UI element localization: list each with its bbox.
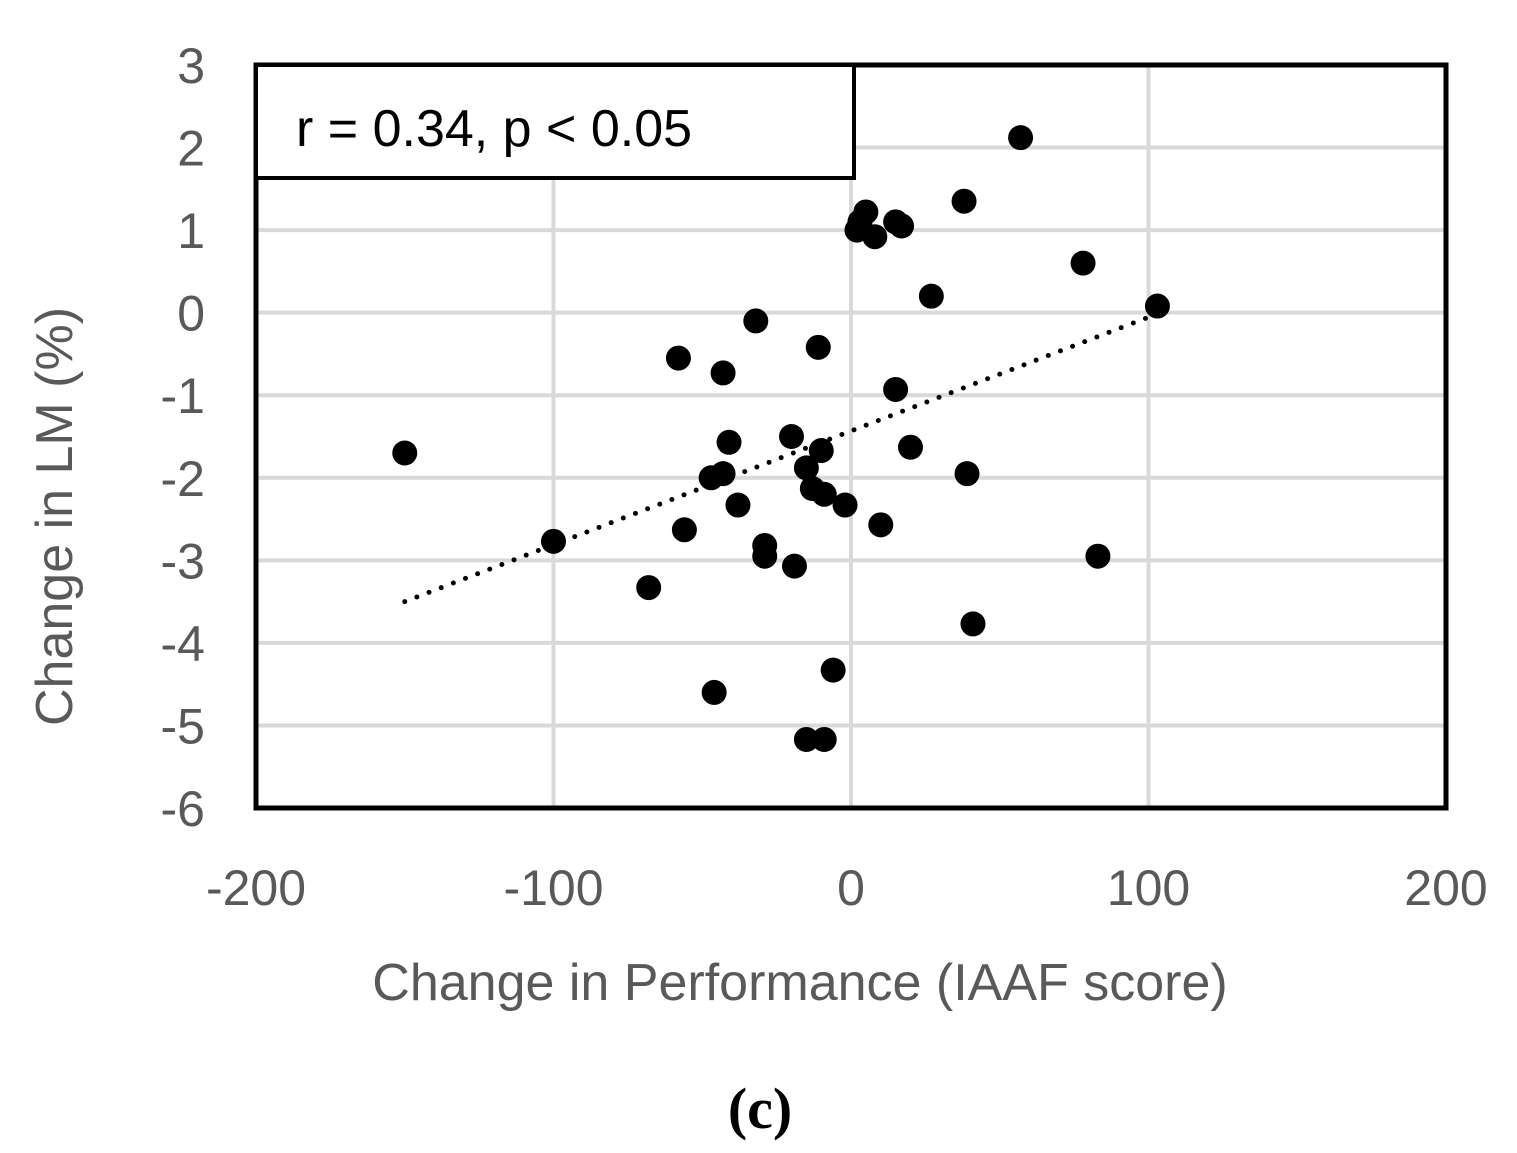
data-point	[743, 308, 769, 334]
y-tick-label: 0	[177, 286, 205, 342]
data-point	[392, 440, 418, 466]
data-point	[862, 224, 888, 250]
panel-label: (c)	[728, 1076, 792, 1141]
data-points	[392, 125, 1170, 752]
data-point	[954, 461, 980, 487]
data-point	[636, 575, 662, 601]
data-point	[1085, 543, 1111, 569]
y-tick-label: -3	[161, 533, 205, 589]
data-point	[752, 543, 778, 569]
data-point	[883, 376, 909, 402]
data-point	[701, 679, 727, 705]
trendline	[402, 310, 1163, 605]
data-point	[793, 726, 819, 752]
data-point	[811, 481, 837, 507]
data-point	[710, 461, 736, 487]
data-point	[1070, 250, 1096, 276]
data-point	[779, 424, 804, 449]
x-tick-labels: -200 -100 0 100 200	[206, 860, 1488, 916]
data-point	[1144, 293, 1170, 319]
annotation-box: r = 0.34, p < 0.05	[254, 63, 856, 180]
data-point	[725, 492, 751, 518]
y-tick-labels: 3 2 1 0 -1 -2 -3 -4 -5 -6	[161, 38, 205, 837]
data-point	[671, 517, 697, 543]
x-axis-title: Change in Performance (IAAF score)	[372, 954, 1227, 1012]
x-tick-label: 100	[1107, 860, 1190, 916]
trendline-group	[402, 310, 1163, 605]
y-tick-label: 2	[177, 121, 205, 177]
data-point	[541, 528, 566, 554]
y-tick-label: -4	[161, 616, 205, 672]
y-tick-label: 1	[177, 203, 205, 259]
y-tick-label: -5	[161, 698, 205, 754]
annotation-box-border	[254, 63, 856, 180]
y-tick-label: -6	[161, 781, 205, 837]
data-point	[793, 455, 819, 481]
x-tick-label: -100	[503, 860, 603, 916]
data-point	[951, 188, 977, 214]
data-point	[805, 334, 831, 360]
data-point	[710, 360, 736, 386]
y-tick-label: 3	[177, 38, 205, 94]
correlation-annotation: r = 0.34, p < 0.05	[296, 100, 692, 158]
data-point	[781, 553, 807, 579]
data-point	[716, 429, 742, 455]
y-tick-label: -2	[161, 451, 205, 507]
data-point	[960, 611, 986, 637]
data-point	[853, 199, 879, 225]
x-tick-label: 200	[1404, 860, 1487, 916]
data-point	[820, 657, 846, 683]
x-tick-label: -200	[206, 860, 306, 916]
data-point	[889, 213, 915, 239]
y-axis-title: Change in LM (%)	[26, 307, 84, 726]
x-tick-label: 0	[837, 860, 865, 916]
data-point	[898, 434, 923, 460]
data-point	[811, 726, 837, 752]
data-point	[868, 512, 894, 538]
data-point	[918, 283, 944, 309]
y-tick-label: -1	[161, 368, 205, 424]
data-point	[808, 438, 834, 464]
data-point	[665, 345, 691, 371]
data-point	[1008, 125, 1034, 151]
data-point	[832, 492, 858, 518]
